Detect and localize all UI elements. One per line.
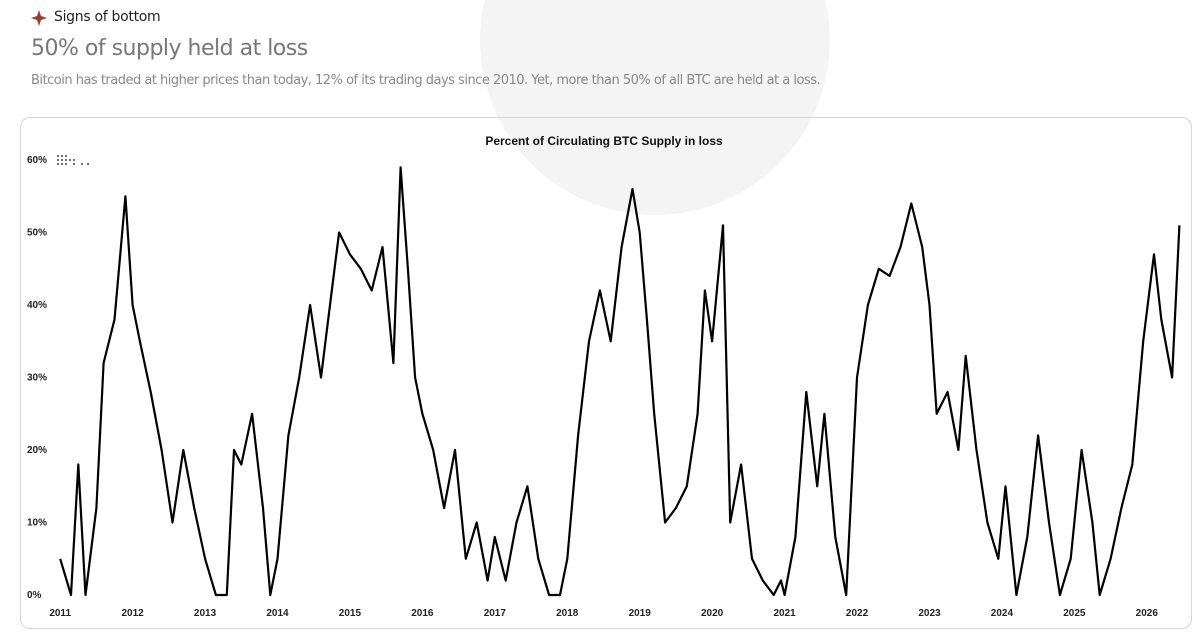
x-tick-label: 2026 bbox=[1136, 608, 1159, 619]
x-tick-label: 2013 bbox=[194, 608, 217, 619]
x-tick-label: 2017 bbox=[484, 608, 507, 619]
x-tick-label: 2018 bbox=[556, 608, 579, 619]
data-line bbox=[59, 166, 1181, 597]
star-icon bbox=[31, 10, 47, 26]
y-tick-label: 50% bbox=[27, 228, 47, 239]
x-tick-label: 2019 bbox=[629, 608, 652, 619]
x-tick-label: 2025 bbox=[1063, 608, 1086, 619]
dots-icon bbox=[57, 155, 89, 165]
x-tick-label: 2011 bbox=[49, 608, 71, 619]
x-tick-label: 2020 bbox=[701, 608, 724, 619]
x-tick-label: 2024 bbox=[991, 608, 1014, 619]
chart-title: Percent of Circulating BTC Supply in los… bbox=[485, 134, 723, 148]
x-tick-label: 2016 bbox=[411, 608, 434, 619]
page-subtitle: Bitcoin has traded at higher prices than… bbox=[31, 73, 821, 88]
x-tick-label: 2014 bbox=[266, 608, 289, 619]
chart-card bbox=[20, 117, 1192, 629]
x-tick-label: 2023 bbox=[918, 608, 941, 619]
y-tick-label: 30% bbox=[27, 373, 47, 384]
x-tick-label: 2015 bbox=[339, 608, 362, 619]
y-tick-label: 20% bbox=[27, 445, 47, 456]
y-tick-label: 40% bbox=[27, 300, 47, 311]
eyebrow: Signs of bottom bbox=[54, 9, 161, 25]
x-tick-label: 2022 bbox=[846, 608, 869, 619]
y-tick-label: 10% bbox=[27, 518, 47, 529]
page-title: 50% of supply held at loss bbox=[31, 36, 308, 61]
y-tick-label: 60% bbox=[27, 155, 47, 166]
x-tick-label: 2021 bbox=[773, 608, 796, 619]
watermark bbox=[480, 0, 830, 215]
y-tick-label: 0% bbox=[27, 590, 42, 601]
x-tick-label: 2012 bbox=[121, 608, 144, 619]
